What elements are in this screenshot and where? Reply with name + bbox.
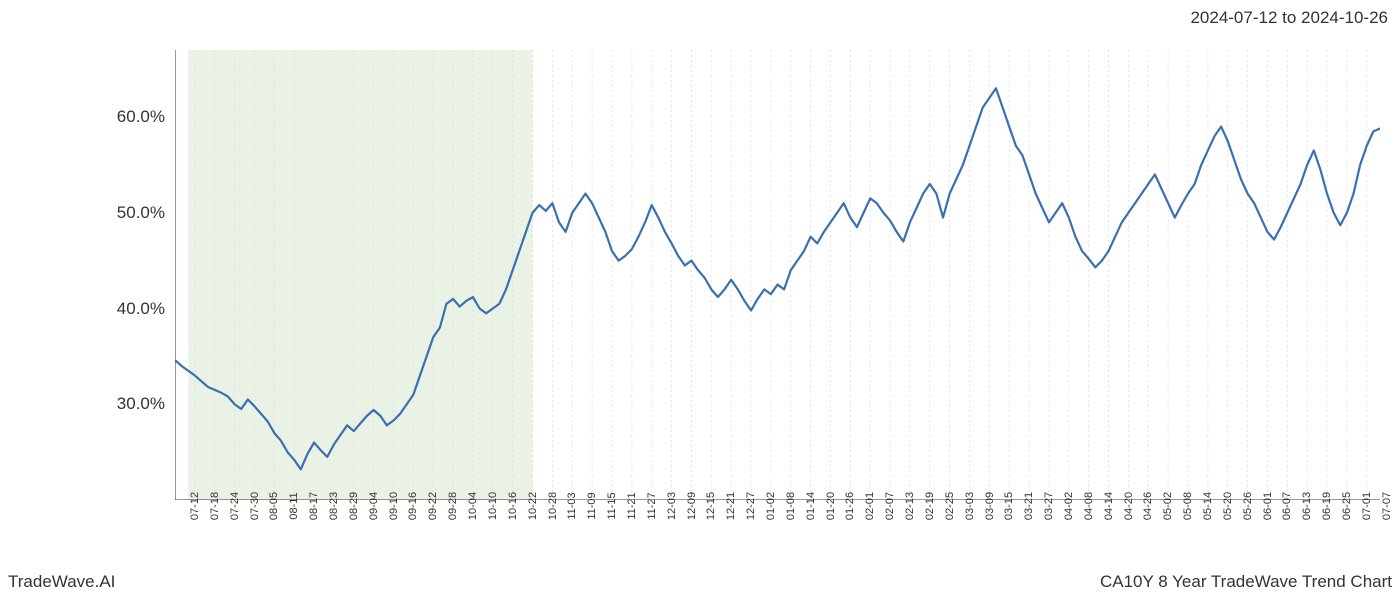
- chart-title: CA10Y 8 Year TradeWave Trend Chart: [1100, 572, 1392, 592]
- y-axis-label: 60.0%: [117, 107, 165, 127]
- date-range-label: 2024-07-12 to 2024-10-26: [1190, 8, 1388, 28]
- x-axis-label: 07-07: [1367, 492, 1393, 520]
- chart-svg: [175, 50, 1380, 500]
- y-axis-label: 30.0%: [117, 394, 165, 414]
- y-axis-label: 40.0%: [117, 299, 165, 319]
- y-axis-label: 50.0%: [117, 203, 165, 223]
- trend-chart: 30.0%40.0%50.0%60.0%07-1207-1807-2407-30…: [175, 50, 1380, 500]
- footer-brand: TradeWave.AI: [8, 572, 115, 592]
